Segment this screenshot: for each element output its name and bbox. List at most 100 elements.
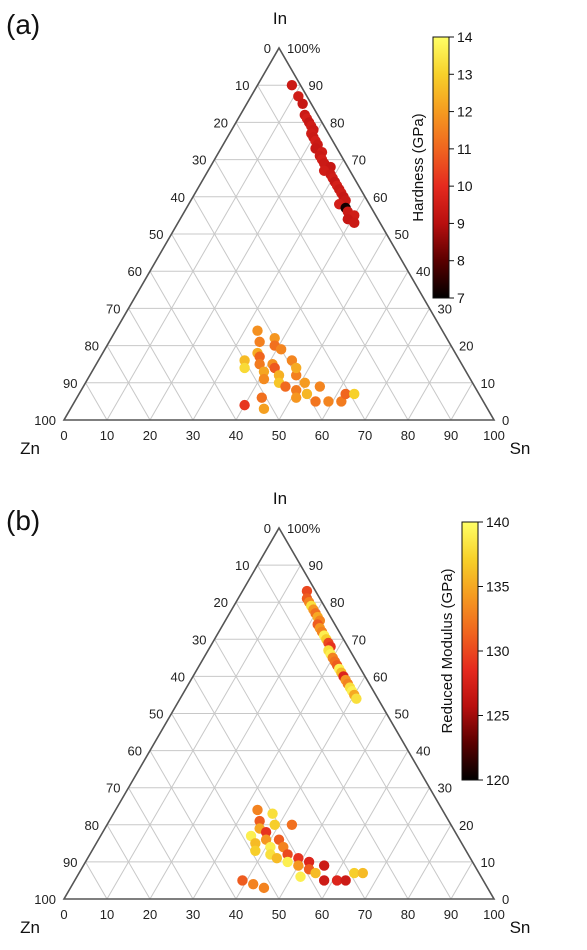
data-point [291, 392, 302, 403]
colorbar-tick-label: 8 [457, 253, 465, 269]
bottom-axis-tick-label: 10 [100, 428, 114, 443]
grid-line-sn [364, 308, 430, 421]
right-axis-tick-label: 30 [438, 301, 452, 316]
data-point [258, 882, 270, 894]
left-axis-tick-label: 30 [192, 632, 206, 647]
colorbar-title: Hardness (GPa) [410, 113, 427, 221]
data-point [297, 98, 308, 110]
data-point [282, 856, 293, 868]
right-axis-tick-label: 30 [438, 781, 452, 796]
colorbar-tick-label: 13 [457, 66, 473, 82]
right-axis-tick-label: 60 [373, 190, 387, 205]
vertex-label-left: Zn [20, 439, 40, 458]
ternary-triangle-frame [62, 46, 496, 421]
left-axis-tick-label: 90 [63, 855, 77, 870]
colorbar [461, 521, 479, 781]
data-point [331, 875, 343, 886]
left-axis-tick-label: 20 [214, 115, 228, 130]
grid-line-sn [278, 713, 387, 900]
grid-line-sn [407, 824, 452, 900]
data-point [269, 332, 280, 344]
right-axis-tick-label: 20 [459, 818, 473, 833]
bottom-axis-tick-label: 80 [401, 428, 415, 443]
data-point [299, 377, 310, 388]
grid-line-sn [450, 382, 473, 421]
bottom-axis-tick-label: 80 [401, 907, 415, 922]
data-point [293, 860, 304, 871]
data-point [301, 388, 313, 400]
grid-line-zn [257, 84, 452, 421]
data-point [303, 856, 315, 868]
data-point [293, 852, 304, 864]
left-axis-tick-label: 20 [214, 595, 228, 610]
grid-line-zn [149, 270, 237, 421]
vertex-label-top: In [273, 9, 287, 28]
data-point [254, 336, 265, 348]
left-axis-tick-label: 100 [34, 413, 56, 428]
grid-line-zn [257, 564, 452, 900]
grid-line-zn [85, 382, 108, 421]
left-axis-tick-label: 100 [34, 892, 56, 907]
panel-label: (a) [6, 9, 40, 40]
left-axis-tick-label: 60 [128, 744, 142, 759]
data-point [280, 381, 291, 392]
data-point [286, 80, 298, 91]
right-axis-tick-label: 80 [330, 595, 344, 610]
left-axis-tick-label: 70 [106, 301, 120, 316]
data-point [291, 385, 302, 396]
bottom-axis-tick-label: 0 [60, 907, 67, 922]
data-point [250, 845, 261, 856]
left-axis-tick-label: 50 [149, 227, 163, 242]
grid-line-sn [106, 564, 301, 900]
data-point [252, 804, 263, 816]
colorbar-tick-label: 9 [457, 215, 465, 231]
grid-line-zn [171, 713, 280, 900]
colorbar-tick-label: 14 [457, 29, 473, 45]
left-axis-tick-label: 40 [171, 190, 185, 205]
grid-line-zn [149, 750, 237, 900]
data-point [318, 860, 330, 871]
data-point [254, 815, 265, 827]
bottom-axis-tick-label: 50 [272, 907, 286, 922]
right-axis-tick-label: 100% [287, 521, 321, 536]
left-axis-tick-label: 0 [264, 41, 271, 56]
data-point [286, 819, 298, 830]
data-point [250, 838, 261, 849]
colorbar-tick-label: 135 [486, 579, 510, 595]
colorbar-tick-label: 12 [457, 104, 473, 120]
grid-line-zn [85, 861, 108, 900]
grid-line-zn [128, 787, 194, 900]
grid-line-sn [450, 861, 473, 900]
bottom-axis-tick-label: 100 [483, 907, 505, 922]
data-point [260, 827, 272, 838]
right-axis-tick-label: 0 [502, 892, 509, 907]
colorbar-tick-label: 130 [486, 643, 510, 659]
grid-line-zn [106, 345, 151, 421]
vertex-label-right: Sn [510, 918, 531, 937]
right-axis-tick-label: 40 [416, 264, 430, 279]
colorbar-tick-label: 11 [457, 141, 472, 157]
grid-line-sn [364, 787, 430, 900]
left-axis-tick-label: 10 [235, 558, 249, 573]
data-point [267, 808, 278, 819]
colorbar-tick-label: 140 [486, 514, 510, 530]
grid-line-sn [192, 159, 344, 421]
right-axis-tick-label: 90 [309, 558, 323, 573]
right-axis-tick-label: 50 [395, 227, 409, 242]
bottom-axis-tick-label: 100 [483, 428, 505, 443]
data-point [349, 388, 360, 400]
grid-line-sn [407, 345, 452, 421]
left-axis-tick-label: 40 [171, 669, 185, 684]
data-point [237, 875, 248, 886]
data-point [258, 366, 270, 377]
left-axis-tick-label: 10 [235, 78, 249, 93]
data-point [318, 875, 330, 886]
left-axis-tick-label: 70 [106, 781, 120, 796]
right-axis-tick-label: 20 [459, 339, 473, 354]
data-point [258, 403, 270, 415]
bottom-axis-tick-label: 40 [229, 907, 243, 922]
grid-line-zn [171, 233, 280, 421]
right-axis-tick-label: 10 [481, 855, 495, 870]
data-point [340, 875, 351, 886]
